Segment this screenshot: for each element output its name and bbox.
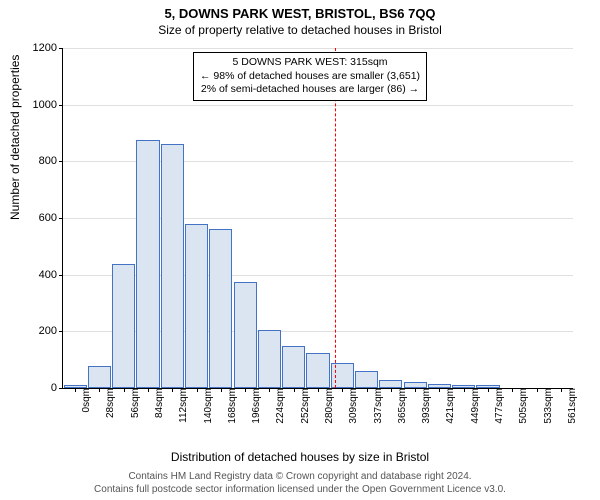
x-tick-label: 561sqm: [565, 388, 578, 424]
x-tick-label: 0sqm: [79, 388, 92, 412]
annotation-line: ← 98% of detached houses are smaller (3,…: [200, 70, 420, 84]
x-tick-mark: [124, 388, 125, 392]
histogram-bar: [234, 282, 257, 388]
x-tick-mark: [561, 388, 562, 392]
x-tick-label: 421sqm: [443, 388, 456, 424]
x-tick-label: 168sqm: [225, 388, 238, 424]
plot-inner: 0200400600800100012000sqm28sqm56sqm84sqm…: [62, 48, 573, 389]
x-tick-mark: [148, 388, 149, 392]
x-tick-mark: [294, 388, 295, 392]
x-tick-label: 140sqm: [201, 388, 214, 424]
x-tick-mark: [172, 388, 173, 392]
x-tick-label: 337sqm: [371, 388, 384, 424]
chart-container: 5, DOWNS PARK WEST, BRISTOL, BS6 7QQ Siz…: [0, 0, 600, 500]
x-tick-mark: [245, 388, 246, 392]
grid-line: [63, 48, 573, 49]
y-tick-label: 400: [39, 269, 63, 281]
y-tick-label: 1200: [33, 42, 63, 54]
plot-area: 0200400600800100012000sqm28sqm56sqm84sqm…: [62, 48, 572, 388]
x-tick-label: 56sqm: [128, 388, 141, 418]
x-tick-mark: [415, 388, 416, 392]
x-tick-mark: [318, 388, 319, 392]
histogram-bar: [379, 380, 402, 389]
x-axis-label: Distribution of detached houses by size …: [0, 450, 600, 464]
x-tick-mark: [537, 388, 538, 392]
histogram-bar: [209, 229, 232, 388]
annotation-line: 2% of semi-detached houses are larger (8…: [200, 83, 420, 97]
histogram-bar: [88, 366, 111, 388]
chart-subtitle: Size of property relative to detached ho…: [0, 21, 600, 37]
grid-line: [63, 105, 573, 106]
x-tick-mark: [221, 388, 222, 392]
y-tick-label: 1000: [33, 99, 63, 111]
attribution-line: Contains full postcode sector informatio…: [0, 483, 600, 496]
attribution-line: Contains HM Land Registry data © Crown c…: [0, 470, 600, 483]
x-tick-mark: [367, 388, 368, 392]
x-tick-mark: [197, 388, 198, 392]
x-tick-label: 84sqm: [152, 388, 165, 418]
y-tick-label: 0: [51, 382, 63, 394]
histogram-bar: [355, 371, 378, 388]
x-tick-mark: [269, 388, 270, 392]
x-tick-label: 196sqm: [249, 388, 262, 424]
x-tick-mark: [75, 388, 76, 392]
x-tick-label: 309sqm: [346, 388, 359, 424]
x-tick-label: 449sqm: [468, 388, 481, 424]
x-tick-label: 280sqm: [322, 388, 335, 424]
attribution: Contains HM Land Registry data © Crown c…: [0, 470, 600, 496]
annotation-line: 5 DOWNS PARK WEST: 315sqm: [200, 56, 420, 70]
x-tick-mark: [342, 388, 343, 392]
x-tick-label: 477sqm: [492, 388, 505, 424]
histogram-bar: [161, 144, 184, 388]
x-tick-label: 28sqm: [103, 388, 116, 418]
x-tick-label: 224sqm: [273, 388, 286, 424]
y-axis-label: Number of detached properties: [8, 55, 22, 220]
y-tick-label: 600: [39, 212, 63, 224]
x-tick-label: 252sqm: [298, 388, 311, 424]
x-tick-mark: [488, 388, 489, 392]
histogram-bar: [306, 353, 329, 388]
y-tick-label: 200: [39, 325, 63, 337]
x-tick-mark: [99, 388, 100, 392]
x-tick-label: 112sqm: [176, 388, 189, 423]
x-tick-label: 393sqm: [419, 388, 432, 424]
histogram-bar: [185, 224, 208, 388]
histogram-bar: [112, 264, 135, 388]
y-tick-label: 800: [39, 155, 63, 167]
x-tick-mark: [439, 388, 440, 392]
x-tick-label: 505sqm: [516, 388, 529, 424]
histogram-bar: [258, 330, 281, 388]
x-tick-mark: [391, 388, 392, 392]
histogram-bar: [136, 140, 159, 388]
x-tick-label: 533sqm: [541, 388, 554, 424]
x-tick-label: 365sqm: [395, 388, 408, 424]
chart-title: 5, DOWNS PARK WEST, BRISTOL, BS6 7QQ: [0, 0, 600, 21]
annotation-box: 5 DOWNS PARK WEST: 315sqm← 98% of detach…: [193, 52, 427, 101]
x-tick-mark: [512, 388, 513, 392]
histogram-bar: [282, 346, 305, 389]
x-tick-mark: [464, 388, 465, 392]
